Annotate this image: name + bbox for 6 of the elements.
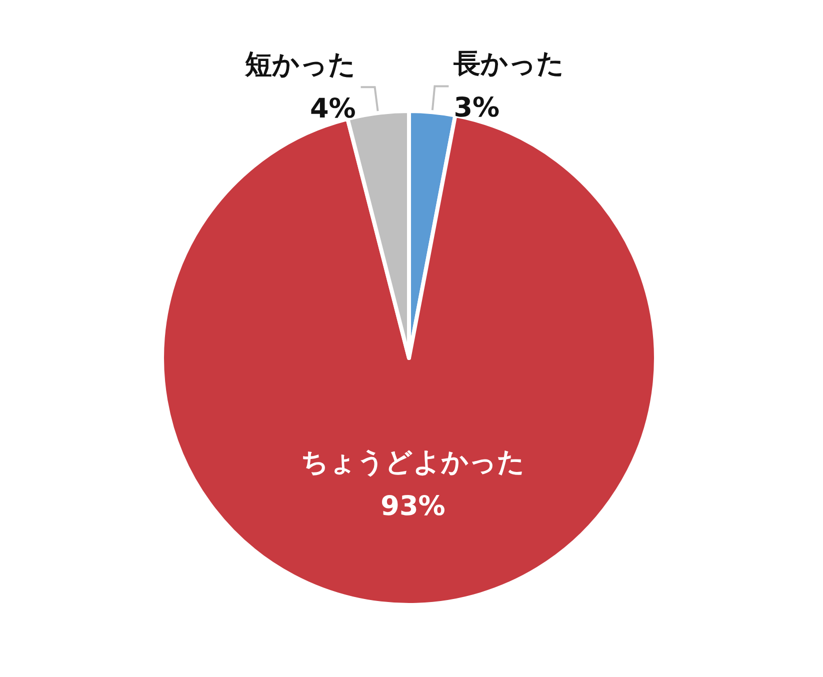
slice-label: 短かった — [244, 50, 356, 81]
slice-label: ちょうどよかった — [300, 446, 525, 478]
data-label: 3% — [454, 92, 500, 124]
slice-label: 長かった — [452, 48, 565, 80]
data-label: 93% — [380, 490, 446, 522]
data-label: 4% — [310, 94, 356, 125]
